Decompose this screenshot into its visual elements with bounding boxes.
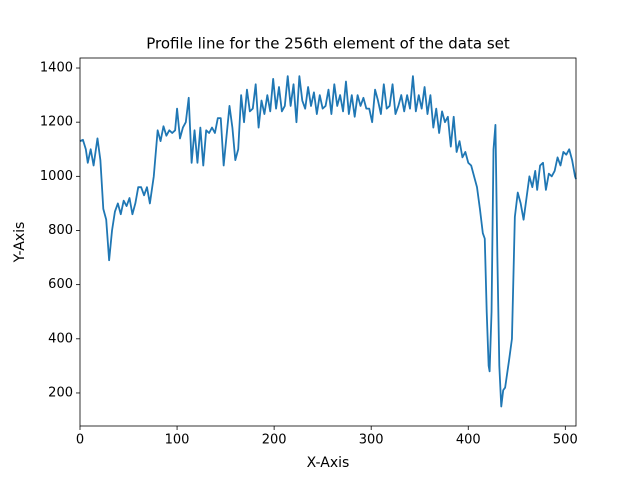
- x-tick-label: 300: [359, 433, 384, 448]
- y-tick-label: 1400: [40, 61, 73, 76]
- y-tick-label: 800: [48, 223, 73, 238]
- x-tick-label: 500: [553, 433, 578, 448]
- x-tick-label: 400: [456, 433, 481, 448]
- data-line: [79, 75, 577, 408]
- x-tick-label: 200: [262, 433, 287, 448]
- y-tick-label: 600: [48, 277, 73, 292]
- x-tick-label: 100: [165, 433, 190, 448]
- y-tick-label: 1000: [40, 169, 73, 184]
- y-tick-label: 200: [48, 385, 73, 400]
- y-tick-label: 1200: [40, 115, 73, 130]
- plot-frame: [79, 57, 577, 427]
- x-axis-label: X-Axis: [307, 455, 350, 471]
- x-tick-label: 0: [76, 433, 84, 448]
- y-tick-label: 400: [48, 331, 73, 346]
- y-axis-label: Y-Axis: [12, 222, 28, 264]
- chart-title: Profile line for the 256th element of th…: [146, 35, 510, 53]
